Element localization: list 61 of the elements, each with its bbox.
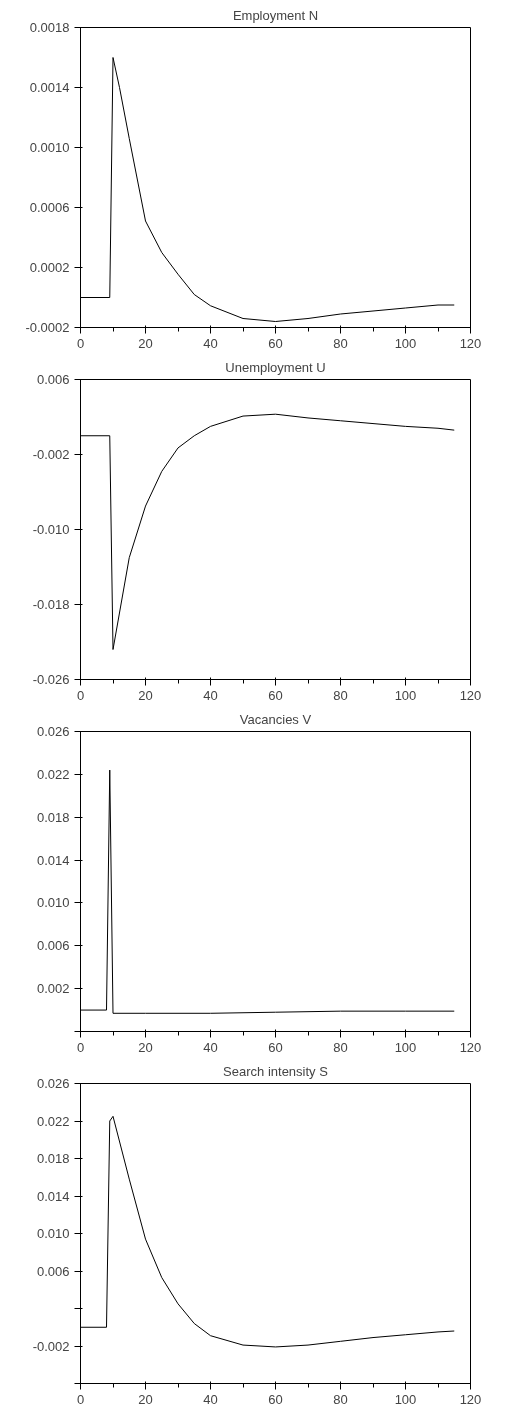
x-tick-label: 80 xyxy=(333,1039,348,1055)
y-tick-label: 0.026 xyxy=(36,724,70,739)
y-tick-label: 0.0018 xyxy=(29,20,70,35)
chart-title: Search intensity S xyxy=(223,1063,329,1079)
x-tick-label: 80 xyxy=(333,335,348,351)
y-tick-label: 0.014 xyxy=(36,852,70,868)
y-tick-label: 0.0002 xyxy=(29,260,70,275)
y-tick-label: -0.002 xyxy=(32,447,70,462)
y-tick-label: 0.006 xyxy=(36,372,70,387)
y-tick-label: 0.014 xyxy=(36,1188,70,1204)
line-series xyxy=(80,769,455,1014)
x-tick-label: 40 xyxy=(203,335,218,351)
x-tick-label: 100 xyxy=(394,335,417,351)
chart-title: Employment N xyxy=(232,7,319,23)
x-tick-label: 120 xyxy=(459,1039,482,1055)
x-tick-label: 60 xyxy=(268,335,283,351)
x-tick-label: 0 xyxy=(76,687,85,703)
x-tick-label: 20 xyxy=(138,1039,153,1055)
x-tick-label: 20 xyxy=(138,335,153,351)
y-tick-label: 0.006 xyxy=(36,938,70,954)
chart-title: Unemployment U xyxy=(225,359,326,375)
y-tick-label: 0.010 xyxy=(36,895,70,911)
x-tick-label: 20 xyxy=(138,1391,153,1407)
x-tick-label: 0 xyxy=(76,335,85,351)
x-tick-label: 60 xyxy=(268,1391,283,1407)
x-tick-label: 120 xyxy=(459,1391,482,1407)
x-tick-label: 80 xyxy=(333,1391,348,1407)
line-series xyxy=(80,57,455,322)
y-tick-label: 0.0006 xyxy=(29,200,70,215)
x-tick-label: 100 xyxy=(394,687,417,703)
y-tick-label: 0.006 xyxy=(36,1263,70,1279)
x-tick-label: 60 xyxy=(268,1039,283,1055)
x-tick-label: 40 xyxy=(203,687,218,703)
x-tick-label: 0 xyxy=(76,1039,85,1055)
y-tick-label: 0.0014 xyxy=(29,80,70,95)
y-tick-label: 0.002 xyxy=(36,981,70,997)
x-tick-label: 120 xyxy=(459,335,482,351)
x-tick-label: 120 xyxy=(459,687,482,703)
y-tick-label: -0.010 xyxy=(32,522,70,537)
line-series xyxy=(80,1115,455,1348)
y-tick-label: 0.018 xyxy=(36,1151,70,1166)
x-tick-label: 100 xyxy=(394,1039,417,1055)
y-tick-label: -0.002 xyxy=(32,1338,70,1354)
y-tick-label: -0.026 xyxy=(32,672,70,687)
y-tick-label: 0.022 xyxy=(36,766,70,782)
x-tick-label: 40 xyxy=(203,1391,218,1407)
y-tick-label: -0.018 xyxy=(32,597,70,612)
y-tick-label: 0.026 xyxy=(36,1076,70,1091)
x-tick-label: 80 xyxy=(333,687,348,703)
y-tick-label: -0.0002 xyxy=(25,320,70,335)
x-tick-label: 0 xyxy=(76,1391,85,1407)
y-tick-label: 0.0010 xyxy=(29,140,70,155)
y-tick-label: 0.018 xyxy=(36,809,70,825)
x-tick-label: 40 xyxy=(203,1039,218,1055)
x-tick-label: 60 xyxy=(268,687,283,703)
x-tick-label: 100 xyxy=(394,1391,417,1407)
line-series xyxy=(80,413,455,650)
x-tick-label: 20 xyxy=(138,687,153,703)
chart-title: Vacancies V xyxy=(239,711,312,727)
y-tick-label: 0.022 xyxy=(36,1113,70,1129)
y-tick-label: 0.010 xyxy=(36,1226,70,1241)
